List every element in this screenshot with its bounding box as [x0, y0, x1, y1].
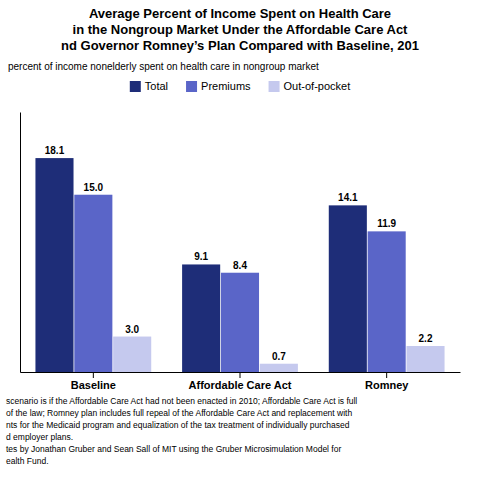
x-tick-label: Baseline [71, 379, 116, 391]
legend-item: Premiums [186, 80, 251, 92]
data-label: 8.4 [233, 260, 247, 271]
x-tick-label: Affordable Care Act [189, 379, 292, 391]
data-label: 11.9 [377, 218, 396, 229]
bar [74, 195, 112, 372]
chart-svg: Average Percent of Income Spent on Healt… [0, 0, 480, 480]
bar [368, 231, 406, 372]
x-tick: Romney [365, 372, 409, 391]
legend-swatch [269, 81, 280, 92]
x-tick: Affordable Care Act [189, 372, 292, 391]
legend-label: Out-of-pocket [284, 80, 351, 92]
bar [260, 364, 298, 372]
data-label: 2.2 [419, 333, 433, 344]
legend-swatch [130, 81, 141, 92]
legend-label: Premiums [201, 80, 251, 92]
bar [182, 264, 220, 372]
footnote-line: scenario is if the Affordable Care Act h… [6, 396, 357, 406]
footnote-line: ealth Fund. [6, 456, 49, 466]
y-axis-line [20, 113, 21, 373]
legend-label: Total [145, 80, 168, 92]
footnote: scenario is if the Affordable Care Act h… [6, 396, 357, 466]
footnote-line: tes by Jonathan Gruber and Sean Sall of … [6, 444, 341, 454]
x-tick-mark [386, 372, 387, 378]
legend-item: Out-of-pocket [269, 80, 351, 92]
bar [221, 273, 259, 372]
footnote-line: of the law; Romney plan includes full re… [6, 408, 352, 418]
title: Average Percent of Income Spent on Healt… [61, 6, 419, 53]
x-axis: Baseline Affordable Care Act Romney [21, 372, 461, 391]
bars [35, 158, 444, 372]
footnote-line: d employer plans. [6, 432, 73, 442]
x-tick-mark [240, 372, 241, 378]
legend: Total Premiums Out-of-pocket [130, 80, 350, 92]
data-label: 14.1 [338, 192, 358, 203]
data-label: 18.1 [45, 145, 65, 156]
bar [35, 158, 73, 372]
data-label: 3.0 [125, 324, 139, 335]
data-label: 0.7 [272, 351, 286, 362]
title-line: in the Nongroup Market Under the Afforda… [73, 22, 409, 37]
x-tick: Baseline [71, 372, 116, 391]
data-label: 9.1 [194, 251, 208, 262]
bar-series [113, 337, 444, 372]
data-label: 15.0 [84, 182, 104, 193]
bar-series [74, 195, 405, 372]
bar [329, 205, 367, 372]
title-line: nd Governor Romney’s Plan Compared with … [61, 38, 419, 53]
footnote-line: nts for the Medicaid program and equaliz… [6, 420, 350, 430]
y-axis [20, 113, 21, 373]
legend-swatch [186, 81, 197, 92]
subtitle: percent of income nonelderly spent on he… [8, 61, 319, 72]
x-tick-mark [93, 372, 94, 378]
title-line: Average Percent of Income Spent on Healt… [89, 6, 391, 21]
x-tick-label: Romney [365, 379, 409, 391]
bar-series [35, 158, 366, 372]
legend-item: Total [130, 80, 168, 92]
bar [113, 337, 151, 372]
bar [406, 346, 444, 372]
data-labels: 18.1 9.1 14.1 15.0 8.4 11.9 3.0 0.7 2.2 [45, 145, 433, 362]
